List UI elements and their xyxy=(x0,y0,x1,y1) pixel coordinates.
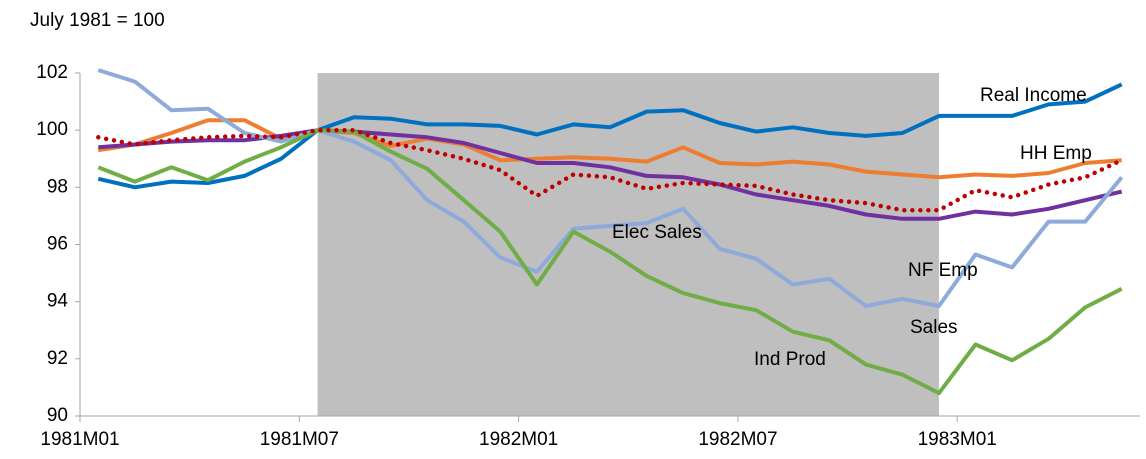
chart-subtitle: July 1981 = 100 xyxy=(30,10,165,31)
y-tick-label: 94 xyxy=(47,291,69,312)
series-label: Ind Prod xyxy=(754,349,826,370)
series-line xyxy=(97,118,1122,180)
x-tick-label: 1983M01 xyxy=(918,429,997,450)
series-line xyxy=(97,68,1124,308)
y-tick-label: 90 xyxy=(47,405,68,426)
x-tick-label: 1981M01 xyxy=(40,429,119,450)
series-label: Sales xyxy=(910,317,958,338)
x-tick-label: 1981M07 xyxy=(260,429,339,450)
y-tick-label: 98 xyxy=(47,176,68,197)
series-label: Real Income xyxy=(980,85,1087,106)
x-tick-label: 1982M07 xyxy=(698,429,777,450)
series-line xyxy=(97,82,1123,190)
series-label: NF Emp xyxy=(908,260,978,281)
y-tick-label: 102 xyxy=(36,62,68,83)
series-line xyxy=(96,127,1124,213)
x-tick-label: 1982M01 xyxy=(479,429,558,450)
y-tick-label: 92 xyxy=(47,348,68,369)
y-tick-label: 96 xyxy=(47,234,68,255)
shaded-region xyxy=(317,73,939,416)
y-tick-label: 100 xyxy=(36,119,68,140)
series-label: HH Emp xyxy=(1020,143,1092,164)
series-label: Elec Sales xyxy=(612,222,702,243)
series-line xyxy=(97,128,1123,396)
